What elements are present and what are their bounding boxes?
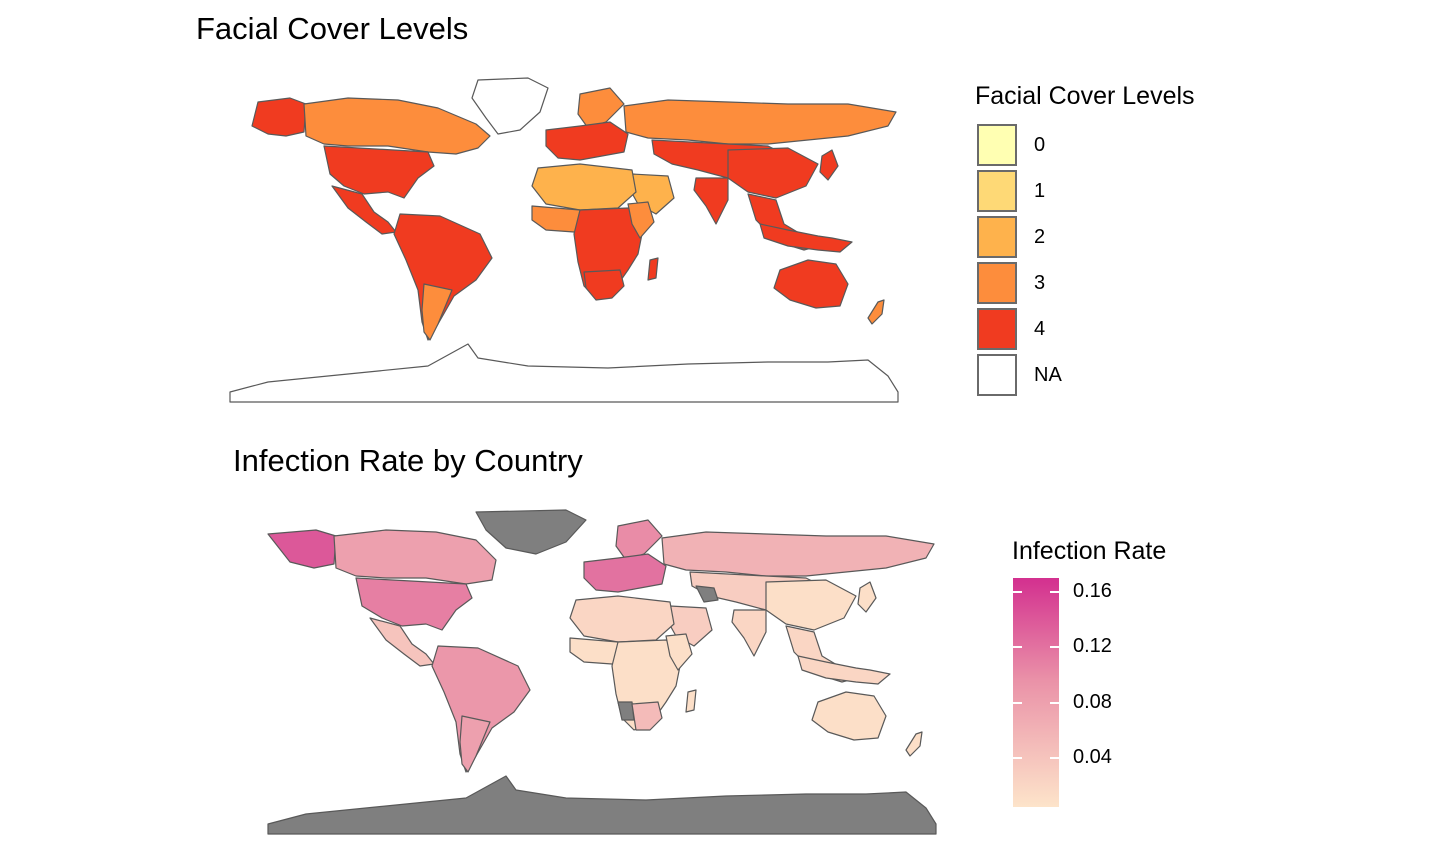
bottom-map-title: Infection Rate by Country	[233, 443, 583, 478]
canada-region	[303, 97, 491, 155]
infection-rate-gradient-bar	[1013, 578, 1059, 807]
scandinavia-region	[577, 87, 625, 129]
greenland-region	[471, 77, 549, 135]
russia-region	[623, 99, 897, 145]
top-map-title: Facial Cover Levels	[196, 11, 469, 46]
facial-cover-world-map	[229, 77, 899, 403]
indonesia-region	[797, 655, 891, 685]
legend-swatch-0	[977, 124, 1017, 166]
legend-label-1: 1	[1034, 180, 1046, 202]
gradient-tick-label: 0.04	[1073, 746, 1112, 769]
east-africa-region	[665, 633, 693, 671]
bottom-legend-title: Infection Rate	[1012, 537, 1167, 565]
china-region	[727, 147, 819, 199]
madagascar-region	[647, 257, 659, 281]
usa-region	[355, 577, 473, 631]
gradient-tick-label: 0.12	[1073, 635, 1112, 658]
antarctica-region	[267, 775, 937, 835]
greenland-region	[475, 509, 587, 555]
europe-region	[545, 121, 629, 161]
gradient-tick-label: 0.16	[1073, 579, 1112, 602]
russia-region	[661, 531, 935, 577]
madagascar-region	[685, 689, 697, 713]
south-america-region	[393, 213, 493, 341]
australia-region	[811, 691, 887, 741]
southern-africa-region	[583, 269, 625, 301]
north-africa-region	[531, 163, 637, 211]
antarctica-region	[229, 343, 899, 403]
australia-region	[773, 259, 849, 309]
europe-region	[583, 553, 667, 593]
new-zealand-region	[867, 299, 885, 325]
india-region	[693, 177, 729, 225]
north-africa-region	[569, 595, 675, 643]
legend-swatch-1	[977, 170, 1017, 212]
south-america-region	[431, 645, 531, 773]
top-legend-title: Facial Cover Levels	[975, 82, 1195, 110]
legend-swatch-4	[977, 308, 1017, 350]
iran-region	[695, 585, 719, 603]
gradient-tick-label: 0.08	[1073, 690, 1112, 713]
infection-rate-world-map	[267, 509, 937, 835]
scandinavia-region	[615, 519, 663, 561]
legend-label-na: NA	[1034, 364, 1062, 386]
alaska-region	[251, 97, 307, 137]
legend-label-3: 3	[1034, 272, 1046, 294]
legend-swatch-na	[977, 354, 1017, 396]
japan-region	[857, 581, 877, 613]
indonesia-region	[759, 223, 853, 253]
argentina-region	[459, 715, 491, 773]
usa-region	[323, 145, 435, 199]
east-africa-region	[627, 201, 655, 239]
alaska-region	[267, 529, 337, 569]
southern-africa-region	[631, 701, 663, 731]
canada-region	[333, 529, 497, 585]
legend-label-4: 4	[1034, 318, 1046, 340]
new-zealand-region	[905, 731, 923, 757]
argentina-region	[421, 283, 453, 341]
legend-swatch-2	[977, 216, 1017, 258]
legend-swatch-3	[977, 262, 1017, 304]
legend-label-2: 2	[1034, 226, 1046, 248]
china-region	[765, 579, 857, 631]
japan-region	[819, 149, 839, 181]
legend-label-0: 0	[1034, 134, 1046, 156]
india-region	[731, 609, 767, 657]
